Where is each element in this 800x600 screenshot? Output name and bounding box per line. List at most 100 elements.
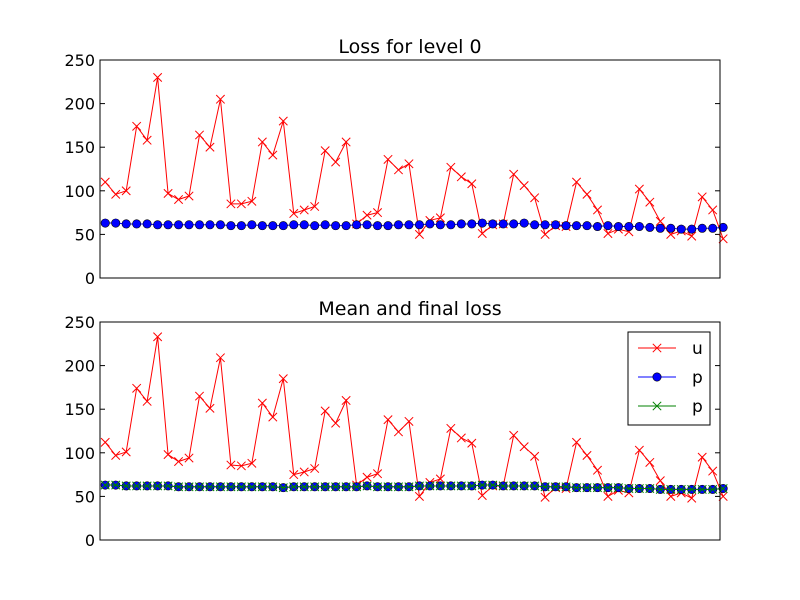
mean-final-loss-yaxis: 0 50 100 150 200 250	[64, 313, 720, 550]
mean-final-loss-series-2-point	[477, 480, 487, 490]
loss-level0-series-0-point	[645, 197, 655, 207]
mean-final-loss-ytick-label: 150	[64, 400, 95, 419]
mean-final-loss-series-2-point	[404, 482, 414, 492]
mean-final-loss-series-2-point	[645, 483, 655, 494]
legend-marker	[652, 372, 662, 382]
mean-final-loss-series-0-point	[142, 396, 152, 406]
mean-final-loss-series-0-point	[310, 463, 320, 474]
mean-final-loss-series-0-point	[687, 493, 697, 503]
loss-level0-series-0-point	[708, 205, 718, 215]
loss-level0-series-0-point	[153, 72, 163, 82]
loss-level0-series-1-point	[687, 224, 697, 234]
loss-level0-series-0-point	[268, 150, 278, 160]
mean-final-loss-series-0-point	[215, 353, 225, 363]
mean-final-loss-series-0-point	[655, 476, 665, 486]
mean-final-loss-series-0-point	[477, 490, 487, 501]
loss-level0-series-0-point	[289, 208, 299, 219]
mean-final-loss-series-0-point	[414, 491, 424, 501]
loss-level0-series-1-point	[132, 219, 142, 229]
loss-level0-series-0-point	[132, 121, 142, 131]
loss-level0-series-0-point	[194, 130, 205, 140]
mean-final-loss-series-0-point	[362, 472, 372, 482]
legend-entry-1: p	[638, 368, 703, 388]
loss-level0-chart: Loss for level 0 0 50 100 150 200 250	[64, 36, 728, 288]
mean-final-loss-series-2-point	[372, 482, 383, 492]
loss-level0-series-0-point	[257, 137, 267, 147]
loss-level0-series-0-point	[404, 159, 414, 169]
loss-level0-series-0-point	[226, 199, 236, 209]
mean-final-loss-series-0-point	[708, 466, 718, 476]
loss-level0-series-1-point	[111, 218, 121, 228]
mean-final-loss-series-2-point	[352, 482, 362, 492]
mean-final-loss-series-0-point	[289, 470, 299, 480]
mean-final-loss-series-2-point	[142, 481, 152, 491]
mean-final-loss-ytick-label: 0	[85, 531, 95, 550]
loss-level0-series-1-point	[634, 222, 644, 232]
loss-level0-ytick-label: 250	[64, 51, 95, 70]
mean-final-loss-series-2-point	[530, 481, 540, 491]
loss-level0-series-0-point	[687, 231, 697, 241]
loss-level0-series-1-point	[477, 218, 487, 228]
loss-level0-series-0-point	[331, 157, 341, 167]
loss-level0-series-1-point	[289, 220, 299, 230]
mean-final-loss-series-2-point	[268, 482, 278, 492]
mean-final-loss-series-2-point	[100, 480, 110, 490]
loss-level0-series-1-point	[226, 221, 236, 231]
loss-level0-series-0-point	[372, 208, 383, 218]
loss-level0-ytick-label: 150	[64, 138, 95, 157]
mean-final-loss-series-0-point	[194, 391, 205, 401]
loss-level0-series-1-point	[331, 221, 341, 231]
mean-final-loss-series-2-point	[551, 482, 561, 492]
mean-final-loss-series-0-point	[331, 418, 341, 428]
mean-final-loss-series-2-point	[163, 481, 173, 491]
loss-level0-series-1-point	[509, 219, 519, 229]
mean-final-loss-series-2-point	[173, 482, 184, 492]
loss-level0-title: Loss for level 0	[338, 36, 481, 58]
mean-final-loss-series-2-point	[132, 481, 142, 491]
loss-level0-series-0-point	[446, 162, 456, 172]
loss-level0-series-1-point	[708, 223, 718, 233]
loss-level0-series-1-point	[257, 221, 267, 231]
loss-level0-series-1-point	[215, 220, 225, 230]
mean-final-loss-series-0-point	[592, 465, 603, 475]
loss-level0-series-1-point	[404, 220, 414, 230]
loss-level0-series-1-point	[362, 220, 372, 230]
loss-level0-series-1-point	[153, 220, 163, 230]
mean-final-loss-series-2-point	[414, 481, 424, 491]
loss-level0-series-0-point	[592, 205, 603, 215]
mean-final-loss-series-0-point	[571, 437, 582, 447]
mean-final-loss-series-0-point	[173, 456, 184, 467]
loss-level0-series-1-point	[718, 222, 728, 232]
loss-level0-series-1-point	[645, 222, 655, 232]
mean-final-loss-series-2-point	[509, 481, 519, 491]
loss-level0-series-1-point	[310, 221, 320, 231]
mean-final-loss-series-2-point	[111, 480, 121, 490]
mean-final-loss-series-0-point	[257, 398, 267, 408]
mean-final-loss-series-2-point	[624, 483, 634, 494]
legend-marker	[652, 401, 662, 411]
loss-level0-series-1-point	[174, 220, 184, 230]
loss-level0-frame	[99, 59, 721, 279]
mean-final-loss-series-0-point	[320, 406, 330, 416]
legend-entry-0: u	[638, 339, 703, 359]
mean-final-loss-series-2-point	[446, 481, 456, 491]
loss-level0-series-1-point	[142, 219, 152, 229]
loss-level0-series-0-point	[383, 154, 393, 164]
mean-final-loss-series-2-point	[194, 482, 205, 492]
mean-final-loss-series-0-point	[645, 457, 655, 467]
loss-level0-series-1-point	[236, 221, 246, 231]
mean-final-loss-series-2-point	[655, 484, 665, 494]
mean-final-loss-series-0-point	[163, 449, 173, 460]
mean-final-loss-frame	[99, 321, 721, 541]
loss-level0-series-0-point	[236, 199, 246, 209]
mean-final-loss-series-2-point	[341, 482, 351, 492]
mean-final-loss-series-2-point	[121, 481, 131, 491]
mean-final-loss-series-0-point	[404, 416, 414, 426]
mean-final-loss-series-0-point	[205, 403, 215, 413]
mean-final-loss-series-0-point	[603, 491, 613, 501]
loss-level0-series-1-point	[519, 218, 529, 228]
loss-level0-series-1-point	[613, 222, 623, 232]
loss-level0-series-0-point	[362, 210, 372, 220]
loss-level0-series-0-point	[247, 196, 257, 206]
mean-final-loss-series-2-point	[236, 482, 246, 492]
